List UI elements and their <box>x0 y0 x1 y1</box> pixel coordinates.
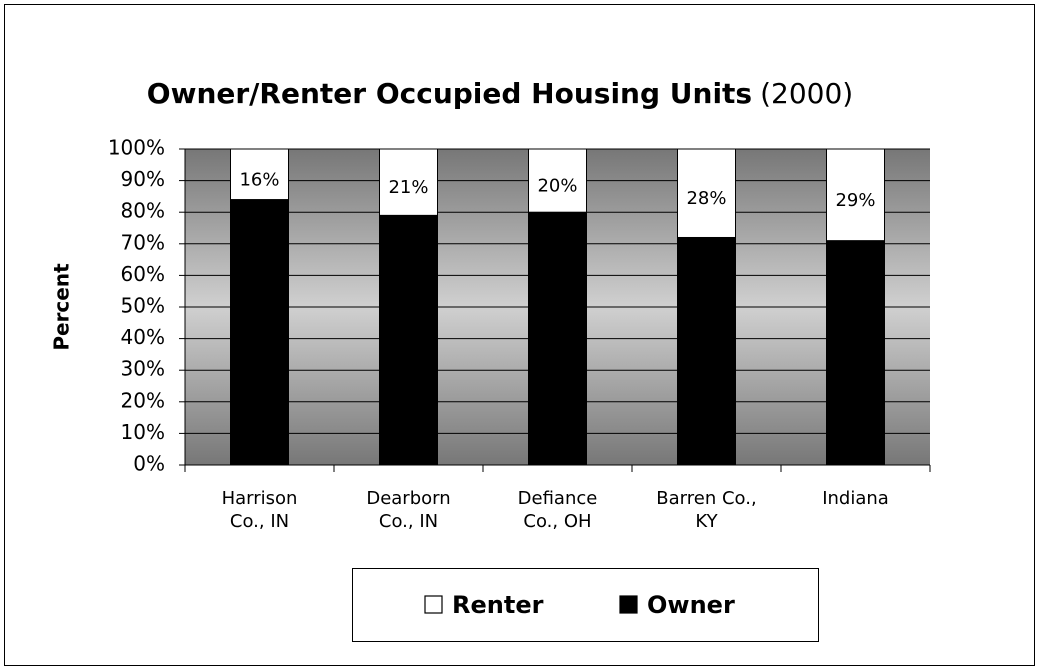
legend-swatch <box>619 595 638 614</box>
x-tick-label: Barren Co., KY <box>656 488 757 532</box>
y-tick-label: 0% <box>133 452 165 476</box>
legend-label: Renter <box>452 591 544 619</box>
data-label: 21% <box>388 177 428 198</box>
bar-segment <box>230 199 289 466</box>
y-tick-label: 90% <box>121 167 165 191</box>
y-tick-label: 30% <box>121 357 165 381</box>
y-tick-label: 20% <box>121 388 165 412</box>
legend <box>352 568 819 642</box>
legend-swatch <box>424 595 443 614</box>
bar-segment <box>379 214 438 466</box>
bar-segment <box>230 148 289 201</box>
y-tick-label: 50% <box>121 294 165 318</box>
x-tick-label: Defiance Co., OH <box>517 488 598 532</box>
bar-segment <box>379 148 438 216</box>
bar-segment <box>826 240 885 466</box>
y-tick-label: 60% <box>121 262 165 286</box>
x-tick-label: Dearborn Co., IN <box>366 488 451 532</box>
data-label: 29% <box>835 190 875 211</box>
legend-label: Owner <box>647 591 735 619</box>
bar-segment <box>826 148 885 242</box>
bar-segment <box>528 211 587 466</box>
data-label: 28% <box>686 188 726 209</box>
y-tick-label: 70% <box>121 230 165 254</box>
data-label: 20% <box>537 176 577 197</box>
bar-segment <box>677 236 736 466</box>
title-year: (2000) <box>760 77 853 110</box>
data-label: 16% <box>239 169 279 190</box>
x-tick-label: Indiana <box>822 488 889 509</box>
y-tick-label: 10% <box>121 420 165 444</box>
y-axis-label: Percent <box>50 263 74 351</box>
title-main: Owner/Renter Occupied Housing Units <box>147 77 752 110</box>
bar-segment <box>528 148 587 213</box>
y-tick-label: 100% <box>108 136 165 160</box>
chart-title: Owner/Renter Occupied Housing Units (2000… <box>147 77 853 110</box>
y-tick-label: 40% <box>121 325 165 349</box>
y-tick-label: 80% <box>121 199 165 223</box>
x-tick-label: Harrison Co., IN <box>221 488 298 532</box>
bar-segment <box>677 148 736 238</box>
